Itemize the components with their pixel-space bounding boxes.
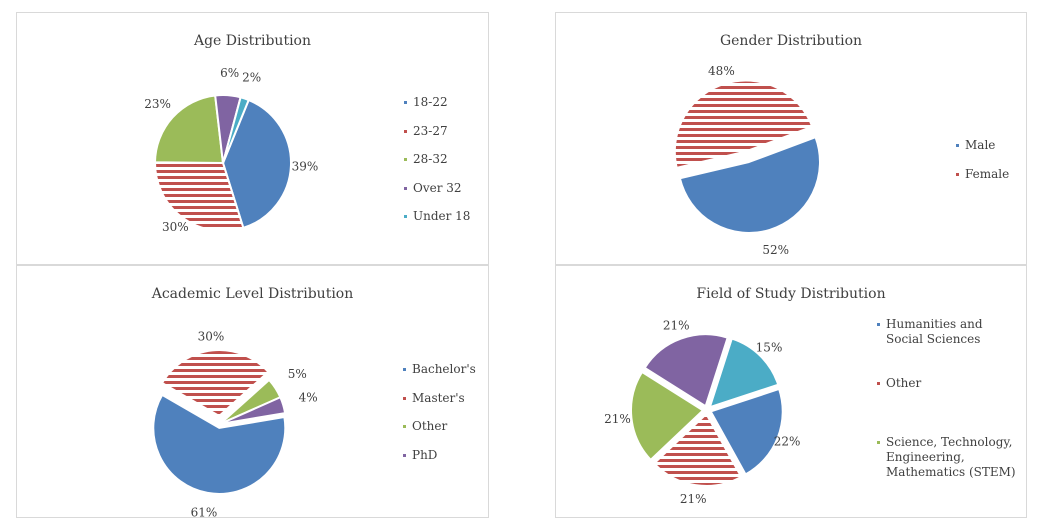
pie-slice-humanities-and-social-sciences	[709, 387, 784, 476]
legend-marker	[404, 158, 407, 161]
pie-slice-master-s	[161, 349, 270, 418]
legend-label: PhD	[412, 447, 438, 462]
legend-marker	[404, 186, 407, 190]
data-label: 6%	[220, 66, 239, 80]
pie-slice-slice-4	[643, 333, 729, 408]
legend-marker	[404, 101, 407, 104]
legend-label: Other	[886, 376, 922, 390]
legend-label: Humanities and Social Sciences	[886, 317, 983, 346]
data-label: 22%	[774, 434, 801, 448]
data-label: 21%	[604, 412, 631, 426]
academic-level-distribution-chart: Academic Level Distribution 61% 30% 5% 4% B…	[16, 265, 489, 519]
chart-title: Field of Study Distribution	[696, 286, 886, 302]
data-label: 48%	[708, 64, 735, 78]
legend-marker	[404, 129, 407, 133]
pie-slice-23-27	[154, 161, 245, 232]
chart-title: Academic Level Distribution	[151, 286, 354, 302]
data-label: 52%	[762, 243, 789, 257]
data-label: 4%	[299, 391, 318, 405]
legend-label: Science, Technology, Engineering, Mathem…	[886, 435, 1016, 479]
legend-label: 18-22	[413, 95, 448, 109]
legend-marker	[403, 425, 406, 428]
pie-chart-svg: 22% 21% 21% 21% 15%	[604, 318, 801, 506]
legend-marker	[877, 382, 880, 385]
legend-label: Over 32	[413, 180, 462, 195]
pie-chart-svg: 52% 48%	[673, 64, 821, 257]
pie-slice-science-technology-engineering-mathematics-stem	[630, 371, 705, 461]
legend-marker	[877, 323, 880, 326]
pie-slice-bachelor-s	[152, 393, 287, 495]
pie-slice-phd	[219, 396, 287, 425]
legend-marker	[956, 144, 959, 147]
legend-label: Master's	[412, 390, 465, 405]
data-label: 21%	[680, 492, 707, 506]
pie-chart-svg: 39% 30% 23% 6% 2%	[144, 66, 319, 234]
legend-label: Male	[965, 138, 996, 152]
legend-label: Other	[412, 419, 448, 433]
data-label: 61%	[191, 506, 218, 519]
data-label: 15%	[756, 341, 783, 355]
data-label: 21%	[663, 318, 690, 332]
legend-label: 23-27	[413, 123, 448, 138]
data-label: 5%	[288, 367, 307, 381]
legend-marker	[877, 441, 880, 444]
chart-title: Gender Distribution	[719, 33, 863, 49]
pie-slice-18-22	[222, 99, 292, 229]
chart-title: Age Distribution	[193, 33, 312, 49]
age-distribution-chart: Age Distribution 39% 30% 23% 6% 2% 18-22 23-2…	[16, 12, 489, 265]
field-of-study-distribution-chart: Field of Study Distribution 22% 21% 21% 21%…	[555, 265, 1027, 518]
legend-marker	[403, 368, 406, 371]
data-label: 39%	[292, 159, 319, 173]
pie-slice-male	[678, 136, 821, 234]
pie-slice-under-18	[222, 96, 250, 164]
data-label: 2%	[242, 71, 261, 85]
legend-marker	[403, 396, 406, 400]
data-label: 30%	[198, 329, 225, 343]
legend-label: Bachelor's	[412, 362, 476, 376]
gender-distribution-chart: Gender Distribution 52% 48% Male Female	[555, 12, 1027, 265]
pie-slice-28-32	[154, 94, 224, 164]
legend-marker	[956, 173, 959, 176]
pie-slice-other	[653, 412, 743, 487]
legend-marker	[403, 453, 406, 457]
pie-slice-female	[673, 79, 814, 169]
data-label: 23%	[144, 97, 171, 111]
pie-slice-slice-5	[708, 337, 780, 409]
pie-chart-svg: 61% 30% 5% 4%	[152, 329, 318, 519]
legend-label: Under 18	[413, 209, 471, 223]
data-label: 30%	[162, 220, 189, 234]
legend-marker	[404, 215, 407, 218]
legend-label: 28-32	[413, 152, 448, 166]
legend-label: Female	[965, 167, 1010, 181]
